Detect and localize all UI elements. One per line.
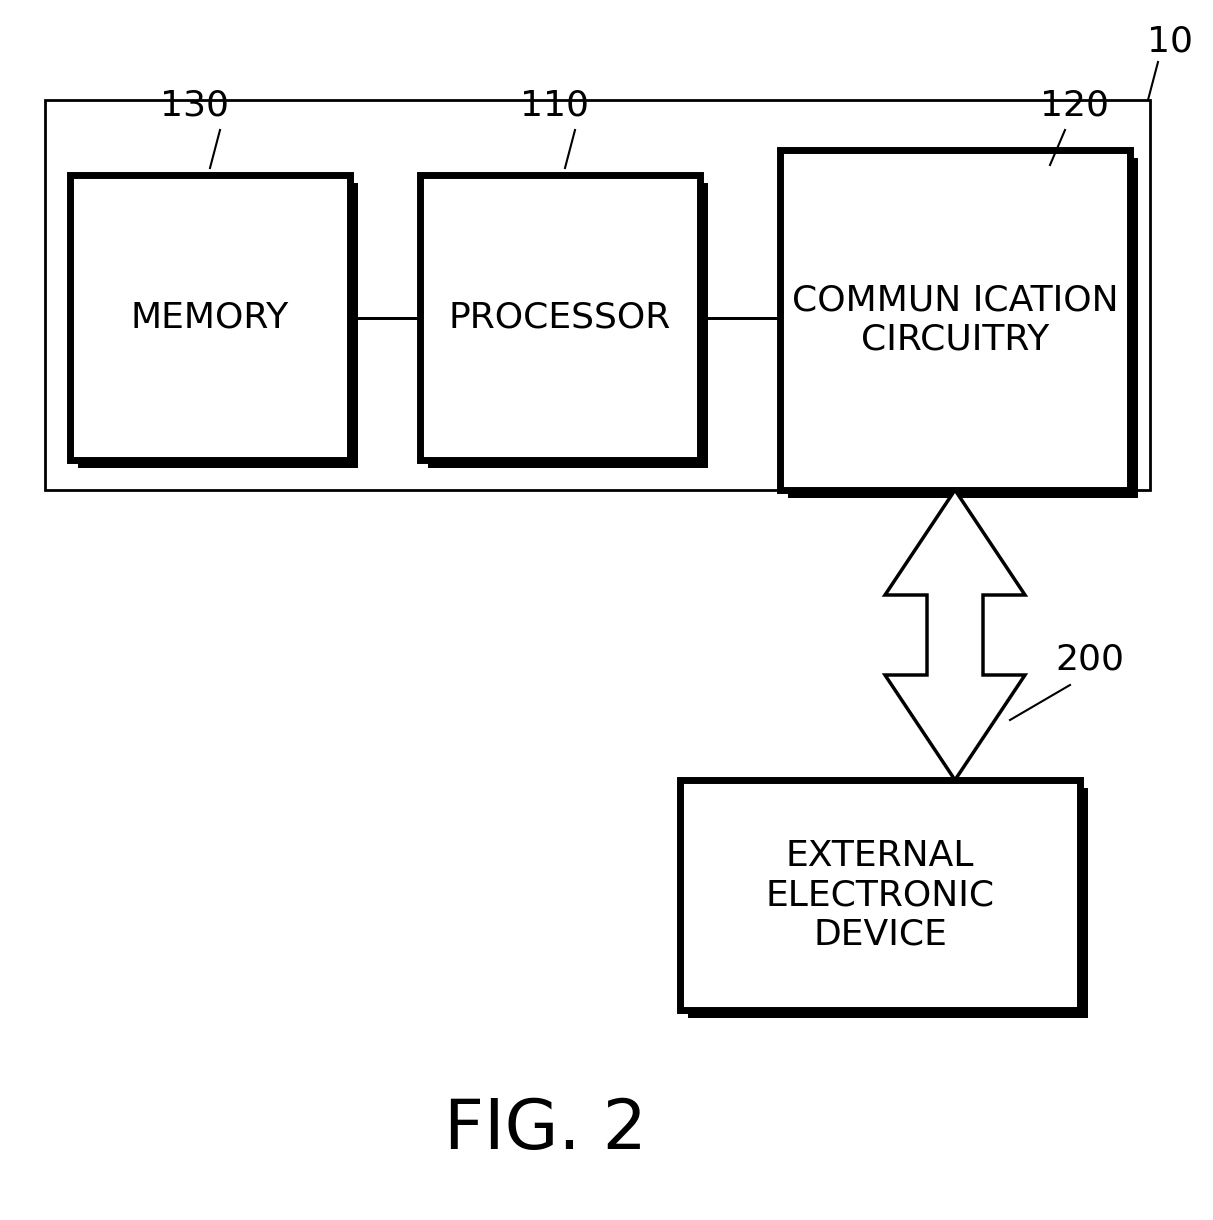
Text: COMMUN ICATION
CIRCUITRY: COMMUN ICATION CIRCUITRY [792, 283, 1118, 356]
Bar [428, 183, 708, 468]
Bar [688, 788, 1088, 1017]
Polygon shape [885, 490, 1025, 780]
Text: 10: 10 [1147, 24, 1194, 59]
Text: PROCESSOR: PROCESSOR [449, 300, 671, 334]
Text: 120: 120 [1041, 88, 1110, 122]
Text: EXTERNAL
ELECTRONIC
DEVICE: EXTERNAL ELECTRONIC DEVICE [765, 838, 995, 952]
Bar [78, 183, 358, 468]
Text: FIG. 2: FIG. 2 [444, 1097, 647, 1164]
Bar [45, 100, 1150, 490]
Bar [70, 174, 351, 460]
Text: MEMORY: MEMORY [131, 300, 289, 334]
Bar [788, 159, 1138, 498]
Text: 200: 200 [1055, 643, 1124, 677]
Text: 110: 110 [520, 88, 590, 122]
Bar [420, 174, 700, 460]
Text: 130: 130 [160, 88, 229, 122]
Bar [680, 780, 1080, 1010]
Bar [780, 150, 1131, 490]
